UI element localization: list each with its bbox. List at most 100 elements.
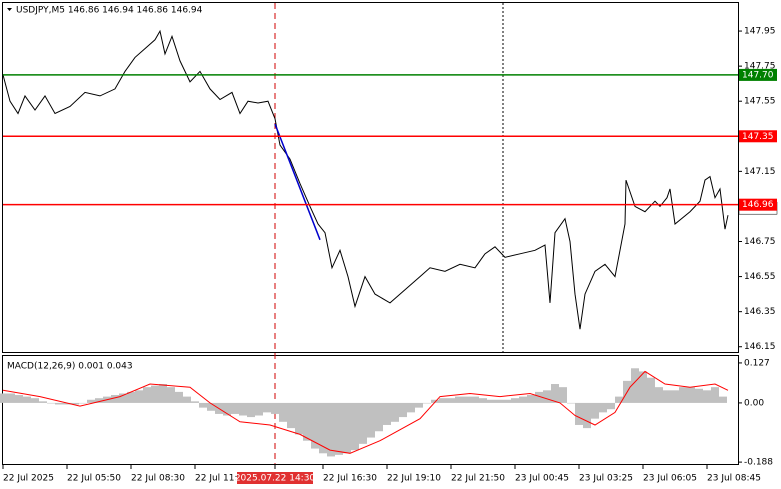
histogram-bar [47, 402, 55, 404]
histogram-bar [343, 402, 351, 454]
histogram-bar [167, 387, 175, 403]
histogram-bar [423, 402, 431, 404]
histogram-bar [367, 402, 375, 438]
histogram-bar [159, 384, 167, 403]
histogram-bar [703, 390, 711, 403]
x-tick-label: 23 Jul 06:05 [643, 474, 697, 484]
histogram-bar [127, 391, 135, 403]
histogram-bar [23, 396, 31, 403]
x-tick-label: 22 Jul 21:50 [451, 474, 505, 484]
histogram-bar [199, 402, 207, 408]
histogram-bar [111, 395, 119, 403]
histogram-bar [71, 402, 79, 405]
signal-line [2, 370, 729, 454]
histogram-bar [191, 401, 199, 403]
histogram-bar [431, 399, 439, 403]
y-tick-label: 0.00 [744, 398, 764, 408]
histogram-bar [271, 402, 279, 414]
symbol-marker [7, 8, 12, 11]
histogram-bar [335, 402, 343, 455]
x-tick-label: 23 Jul 00:45 [515, 474, 569, 484]
histogram-bar [319, 402, 327, 454]
histogram-bar [559, 387, 567, 403]
histogram-bar [463, 396, 471, 403]
histogram-bar [567, 402, 575, 404]
y-tick-label: 147.15 [744, 167, 776, 177]
histogram-bar [639, 371, 647, 403]
histogram-bar [303, 402, 311, 441]
histogram-bar [375, 402, 383, 432]
level-label-box [739, 198, 777, 211]
histogram-bar [39, 401, 47, 403]
indicator-title: MACD(12,26,9) 0.001 0.043 [7, 362, 133, 372]
y-tick-label: 146.35 [744, 307, 776, 317]
level-label-box [739, 130, 777, 143]
histogram-bar [679, 387, 687, 403]
histogram-bar [543, 390, 551, 403]
x-tick-label: 22 Jul 05:50 [67, 474, 121, 484]
histogram-bar [351, 402, 359, 451]
histogram-bar [415, 402, 423, 408]
histogram-bar [631, 368, 639, 403]
price-panel [2, 2, 739, 353]
trend-line [274, 123, 321, 241]
histogram-bar [391, 402, 399, 422]
histogram-bar [455, 396, 463, 403]
level-label: 147.70 [742, 70, 774, 80]
histogram-bar [247, 402, 255, 418]
histogram-bar [687, 387, 695, 403]
y-tick-label: 147.95 [744, 27, 776, 37]
histogram-bar [615, 396, 623, 403]
histogram-bar [151, 385, 159, 403]
histogram-bar [591, 402, 599, 419]
histogram-bar [263, 402, 271, 413]
histogram-bar [575, 402, 583, 425]
histogram-bar [719, 396, 727, 403]
histogram-bar [663, 390, 671, 403]
histogram-bar [79, 402, 87, 404]
y-tick-label: 146.15 [744, 342, 776, 352]
histogram-bar [119, 393, 127, 403]
crosshair-time-label: 2025.07.22 14:30 [235, 474, 316, 484]
y-tick-label: 147.75 [744, 62, 776, 72]
x-tick-label: 22 Jul 16:30 [323, 474, 377, 484]
x-tick-label: 23 Jul 03:25 [579, 474, 633, 484]
histogram-bar [15, 395, 23, 403]
histogram-bar [55, 402, 63, 405]
x-tick-label: 22 Jul 11:10 [195, 474, 249, 484]
histogram-bar [551, 384, 559, 403]
histogram-bar [599, 402, 607, 413]
histogram-bar [63, 402, 71, 405]
macd-panel [2, 355, 739, 465]
histogram-bar [503, 399, 511, 403]
histogram-bar [0, 393, 7, 403]
histogram-bar [311, 402, 319, 449]
histogram-bar [439, 398, 447, 403]
histogram-bar [479, 398, 487, 403]
histogram-bar [175, 391, 183, 403]
price-line [2, 29, 729, 330]
y-tick-label: 146.75 [744, 237, 776, 247]
histogram-bar [207, 402, 215, 411]
histogram-bar [527, 395, 535, 403]
histogram-bar [655, 387, 663, 403]
histogram-bar [383, 402, 391, 425]
histogram-bar [519, 396, 527, 403]
histogram-bar [7, 393, 15, 403]
histogram-bar [583, 402, 591, 429]
histogram-bar [487, 399, 495, 403]
histogram-bar [327, 402, 335, 457]
crosshair-time-box [237, 472, 313, 484]
histogram-bar [31, 398, 39, 403]
histogram-bar [711, 387, 719, 403]
x-tick-label: 22 Jul 2025 [3, 474, 54, 484]
histogram-bar [239, 402, 247, 416]
histogram-bar [287, 402, 295, 429]
chart-title: USDJPY,M5 146.86 146.94 146.86 146.94 [16, 6, 203, 16]
histogram-bar [695, 388, 703, 403]
y-tick-label: 0.127 [744, 358, 770, 368]
x-tick-label: 23 Jul 08:45 [707, 474, 761, 484]
histogram-bar [223, 402, 231, 416]
level-label: 146.96 [742, 200, 774, 210]
